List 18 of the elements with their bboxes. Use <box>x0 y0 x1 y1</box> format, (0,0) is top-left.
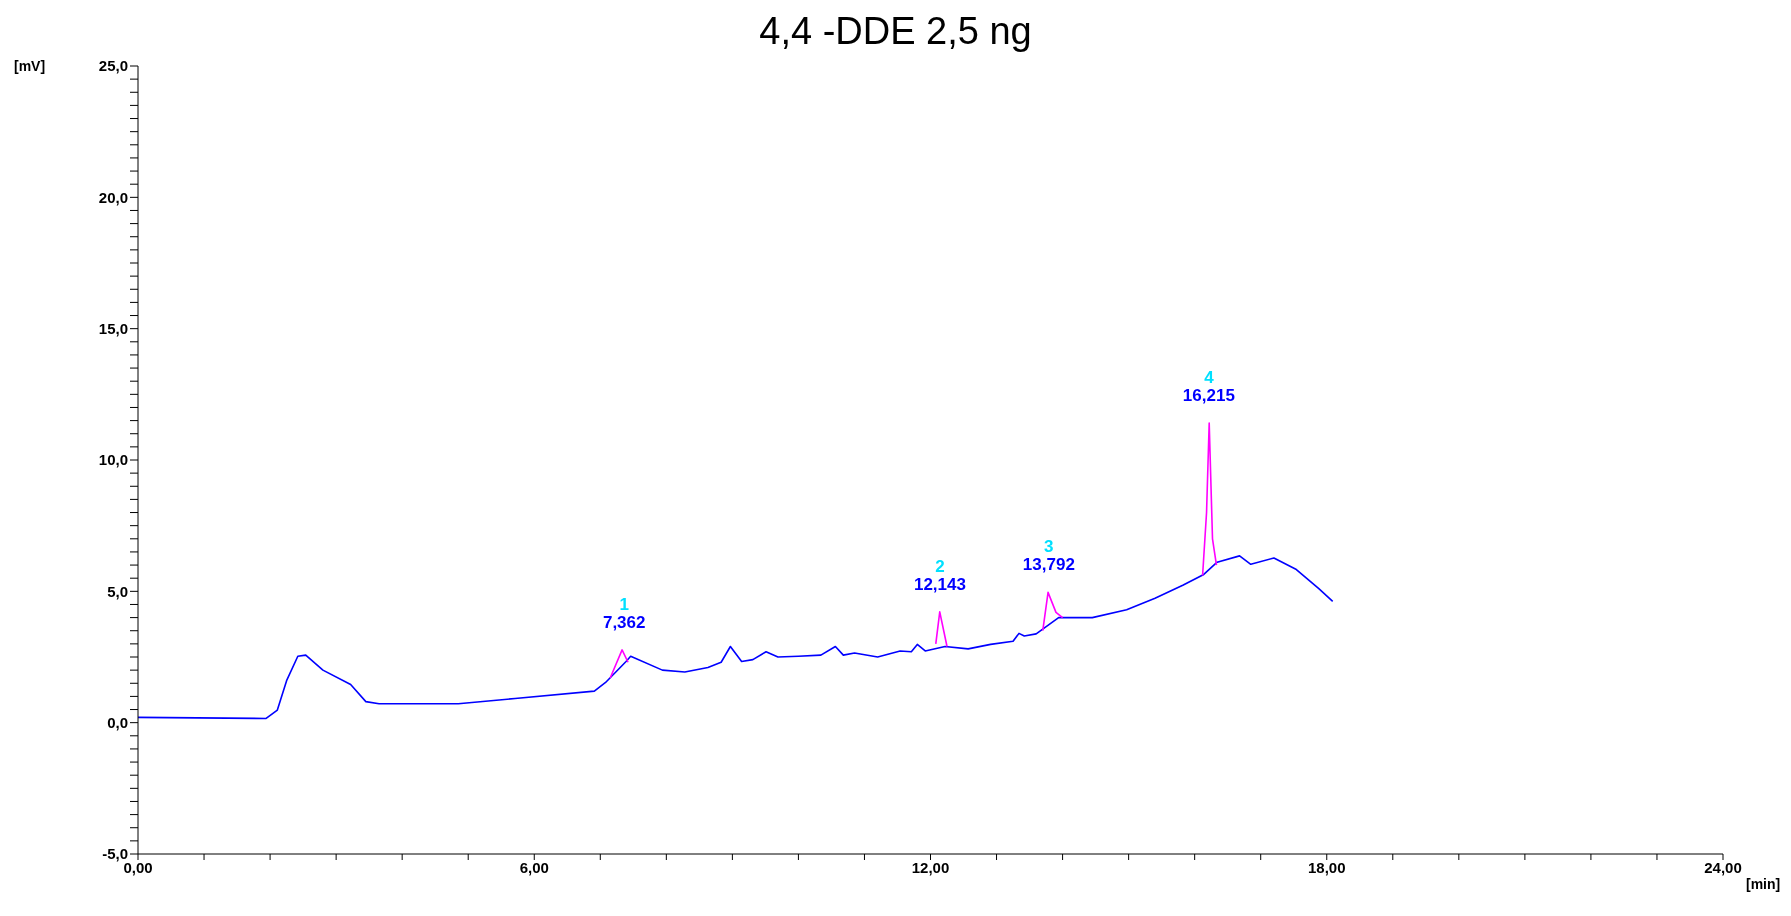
y-tick-label: 0,0 <box>107 713 128 731</box>
y-tick-label: 5,0 <box>107 582 128 600</box>
y-tick-label: 10,0 <box>98 451 128 469</box>
line-series <box>138 555 1334 720</box>
x-tick-label: 24,00 <box>1704 858 1742 876</box>
chart-title: 4,4 -DDE 2,5 ng <box>758 9 1033 54</box>
x-axis-title: [min] <box>1746 876 1781 892</box>
x-tick-label: 6,00 <box>519 858 549 876</box>
annotation: 1 7,362 <box>602 594 646 632</box>
y-tick-label: 20,0 <box>98 188 128 206</box>
annotation: 2 12,143 <box>913 556 966 594</box>
y-axis-title: [mV] <box>14 58 46 74</box>
annotation: 4 16,215 <box>1182 367 1235 405</box>
y-tick-label: 25,0 <box>98 57 128 75</box>
x-tick-label: 12,00 <box>911 858 950 876</box>
annotation: 3 13,792 <box>1022 537 1075 575</box>
y-tick-label: 15,0 <box>98 319 128 337</box>
x-tick-label: 18,00 <box>1307 858 1346 876</box>
